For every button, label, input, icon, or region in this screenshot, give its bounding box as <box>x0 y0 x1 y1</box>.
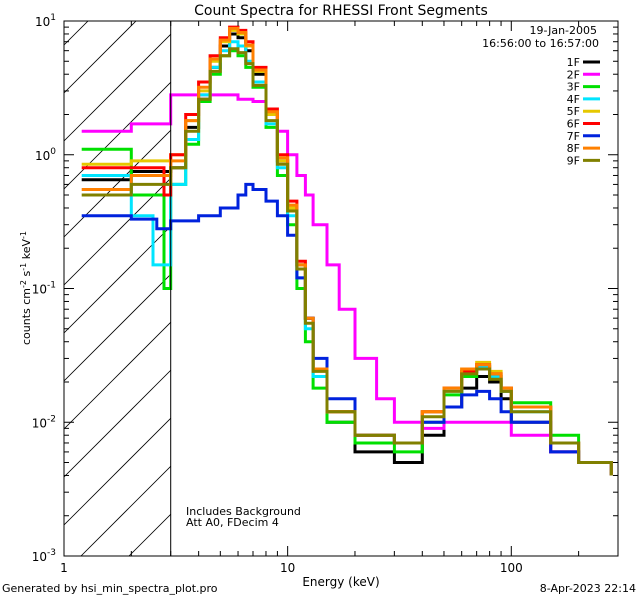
chart-title: Count Spectra for RHESSI Front Segments <box>194 3 488 19</box>
y-tick-label: 10-3 <box>32 548 56 564</box>
y-tick-label: 10-2 <box>32 414 56 430</box>
y-tick-label: 101 <box>35 13 56 29</box>
timestamp-label: 8-Apr-2023 22:14 <box>539 582 636 595</box>
plot-frame <box>63 20 619 557</box>
attenuator-hatch-region <box>64 21 171 556</box>
hatch-line <box>80 466 171 556</box>
annotation-background: Includes Background <box>186 505 301 518</box>
hatch-line <box>64 21 89 46</box>
hatch-line <box>64 274 171 382</box>
hatch-line <box>64 21 137 94</box>
legend-label: 7F <box>567 130 580 143</box>
legend-label: 4F <box>567 93 580 106</box>
hatch-line <box>64 226 171 334</box>
time-range-label: 16:56:00 to 16:57:00 <box>482 37 599 50</box>
hatch-line <box>128 514 171 556</box>
legend-label: 8F <box>567 142 580 155</box>
y-axis-label: counts cm-2 s-1 keV-1 <box>19 231 33 345</box>
series-line-7f <box>81 182 613 476</box>
date-label: 19-Jan-2005 <box>530 24 598 37</box>
legend-label: 6F <box>567 118 580 131</box>
legend-label: 2F <box>567 68 580 81</box>
annotation-attenuator: Att A0, FDecim 4 <box>186 516 279 529</box>
series-line-5f <box>81 28 613 476</box>
series-line-8f <box>81 26 613 476</box>
series-line-9f <box>81 47 613 476</box>
x-tick-label: 10 <box>280 561 295 575</box>
hatch-line <box>64 370 171 478</box>
legend-label: 1F <box>567 56 580 69</box>
hatch-line <box>64 34 171 142</box>
legend-label: 9F <box>567 154 580 167</box>
series-line-2f <box>81 93 613 476</box>
hatch-line <box>64 130 171 238</box>
hatch-line <box>64 82 171 190</box>
hatch-line <box>64 418 171 526</box>
series-line-1f <box>81 32 613 476</box>
legend-label: 3F <box>567 81 580 94</box>
generated-by-label: Generated by hsi_min_spectra_plot.pro <box>2 582 218 595</box>
x-axis-label: Energy (keV) <box>302 575 379 589</box>
axes: 1 10 100 101 100 10-1 10-2 10-3 <box>32 13 619 575</box>
hatch-line <box>64 322 171 430</box>
legend-label: 5F <box>567 105 580 118</box>
series-lines <box>81 25 613 476</box>
x-tick-label: 1 <box>60 561 68 575</box>
x-tick-label: 100 <box>500 561 523 575</box>
y-tick-label: 100 <box>35 147 56 163</box>
y-tick-label: 10-1 <box>32 281 56 297</box>
